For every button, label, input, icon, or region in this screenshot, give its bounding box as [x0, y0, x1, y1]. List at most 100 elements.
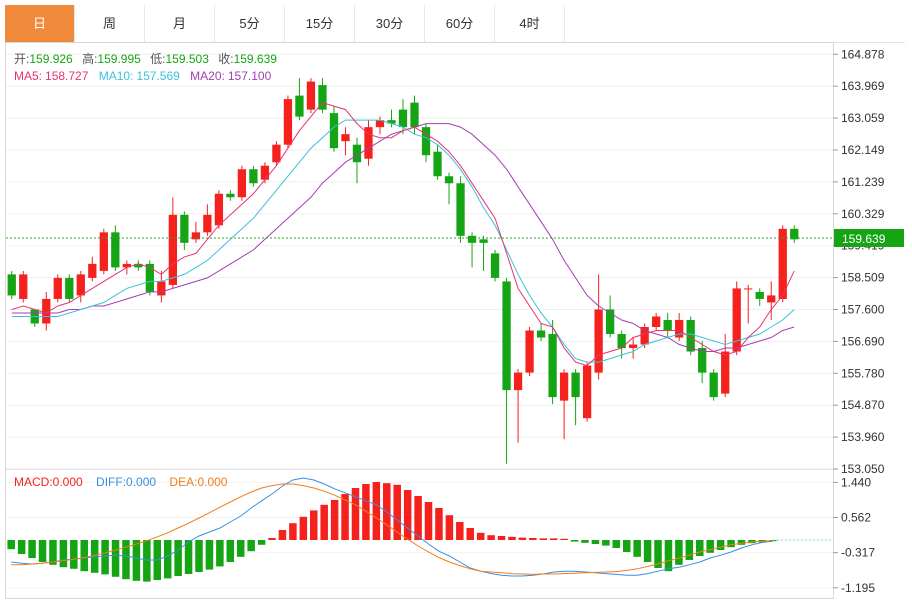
open-label: 开: — [14, 52, 29, 66]
tab-1[interactable]: 日 — [5, 5, 75, 42]
macd-bar — [236, 540, 245, 557]
candle-body — [605, 309, 615, 335]
macd-bar — [28, 540, 36, 558]
candle-body — [709, 372, 718, 398]
candle-body — [652, 316, 661, 327]
y-tick-label: 158.509 — [841, 271, 885, 285]
candle-body — [778, 228, 787, 299]
candle-body — [686, 319, 695, 352]
candle-body — [744, 288, 753, 290]
candle-body — [283, 99, 293, 145]
candle-body — [341, 134, 350, 142]
candle-body — [767, 295, 776, 303]
ma20-label: MA20: — [190, 69, 225, 83]
macd-bar — [435, 508, 443, 540]
macd-bar — [706, 540, 714, 553]
candle-body — [19, 274, 28, 299]
tab-8[interactable]: 4时 — [495, 5, 565, 42]
diff-line — [11, 477, 773, 577]
macd-bar — [727, 540, 735, 548]
grid-lines — [6, 53, 833, 589]
candle-body — [513, 372, 523, 391]
tab-7[interactable]: 60分 — [425, 5, 495, 42]
high-value: 159.995 — [97, 52, 141, 66]
candle-body — [467, 235, 477, 243]
candle-body — [536, 330, 546, 338]
macd-bar — [393, 484, 401, 540]
macd-bar — [560, 538, 568, 540]
candle-body — [421, 127, 431, 156]
ma20-value: 157.100 — [228, 69, 272, 83]
macd-bar — [403, 490, 412, 540]
candle-body — [490, 253, 500, 278]
tab-5[interactable]: 15分 — [285, 5, 355, 42]
macd-bar — [330, 500, 339, 540]
ma-legend: MA5: 158.727 MA10: 157.569 MA20: 157.100 — [14, 69, 272, 83]
macd-bar — [372, 482, 381, 540]
candle-body — [134, 263, 143, 268]
macd-bar — [497, 536, 506, 540]
macd-bar — [612, 540, 621, 548]
macd-bar — [49, 540, 57, 565]
tab-6[interactable]: 30分 — [355, 5, 425, 42]
macd-legend: MACD:0.000 DIFF:0.000 DEA:0.000 — [14, 475, 228, 489]
macd-bar — [122, 540, 130, 580]
macd-bar — [466, 528, 474, 540]
y-tick-label: 156.690 — [841, 334, 885, 348]
candle-body — [306, 81, 316, 110]
candle-body — [387, 120, 396, 124]
candle-body — [732, 288, 741, 352]
macd-label: MACD: — [14, 475, 53, 489]
macd-bar — [205, 540, 214, 570]
y-tick-label: 163.969 — [841, 79, 885, 93]
candle-body — [502, 281, 511, 391]
tab-3[interactable]: 月 — [145, 5, 215, 42]
candle-body — [755, 291, 764, 299]
tab-2[interactable]: 周 — [75, 5, 145, 42]
macd-bar — [38, 540, 47, 562]
tab-4[interactable]: 5分 — [215, 5, 285, 42]
candle-body — [548, 334, 557, 398]
candle-body — [7, 274, 16, 296]
macd-bar — [508, 536, 516, 540]
candle-body — [410, 102, 419, 128]
macd-y-axis: 1.440 0.562 -0.317 -1.195 — [833, 475, 875, 595]
macd-bar — [351, 488, 360, 540]
macd-bar — [643, 540, 652, 562]
macd-bar — [664, 540, 673, 572]
main-y-axis: 164.878 163.969 163.059 162.149 161.239 160.3… — [833, 47, 885, 476]
candle-body — [168, 214, 177, 285]
macd-bar — [685, 540, 694, 560]
macd-bar — [247, 540, 255, 552]
macd-bar — [476, 532, 485, 540]
candle-body — [444, 176, 454, 184]
candle-body — [180, 214, 189, 243]
dea-label: DEA: — [169, 475, 197, 489]
macd-bar — [581, 540, 589, 543]
y-tick-label: 160.329 — [841, 207, 885, 221]
macd-bar — [362, 484, 370, 540]
candle-body — [145, 263, 154, 292]
macd-bar — [132, 540, 141, 581]
ma5-label: MA5: — [14, 69, 42, 83]
candle-body — [88, 263, 97, 278]
ma5-line — [11, 102, 795, 367]
y-tick-label: 161.239 — [841, 175, 885, 189]
current-price-tag-bg — [834, 228, 904, 247]
macd-bar — [591, 540, 600, 544]
low-value: 159.503 — [166, 52, 210, 66]
macd-bar — [80, 540, 88, 572]
candle-body — [629, 344, 638, 349]
macd-bar — [539, 538, 548, 540]
macd-bar — [278, 530, 287, 540]
macd-bar — [101, 540, 109, 575]
macd-bar — [163, 540, 172, 579]
macd-bar — [414, 496, 422, 540]
macd-bar — [289, 523, 297, 540]
macd-bar — [622, 540, 631, 552]
close-label: 收: — [218, 52, 233, 66]
candle-body — [663, 319, 672, 331]
candle-body — [99, 232, 108, 271]
high-label: 高: — [82, 51, 97, 66]
macd-bar — [195, 540, 203, 572]
